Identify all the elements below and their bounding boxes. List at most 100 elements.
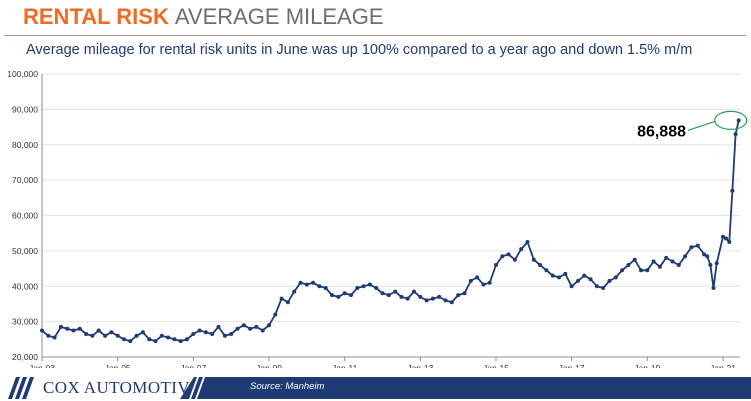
y-tick-label: 50,000	[12, 246, 38, 256]
y-tick-label: 40,000	[12, 281, 38, 291]
data-point	[46, 333, 51, 338]
data-point	[323, 286, 328, 290]
data-point	[166, 335, 171, 340]
data-point	[367, 282, 372, 287]
data-point	[336, 294, 341, 299]
x-tick-label: Jan-15	[483, 363, 509, 368]
data-point	[197, 328, 202, 333]
data-point	[525, 240, 530, 244]
x-tick-label: Jan-13	[407, 363, 433, 368]
data-point	[708, 263, 713, 267]
line-chart: 20,000 30,000 40,000 50,000 60,000 70,000 80,0…	[7, 69, 748, 368]
data-point	[279, 296, 284, 301]
x-tick-label: Jan-17	[559, 363, 585, 368]
footer: COX AUTOMOTIVE™ Source: Manheim	[0, 374, 751, 401]
data-point	[645, 268, 650, 273]
data-point	[77, 326, 82, 331]
data-point	[361, 284, 366, 289]
data-point	[159, 333, 164, 338]
data-point	[695, 243, 700, 248]
data-point	[620, 268, 625, 273]
y-tick-label: 70,000	[12, 175, 38, 185]
data-point	[355, 286, 360, 290]
tick-labels: 20,000 30,000 40,000 50,000 60,000 70,000 80,0…	[7, 69, 736, 368]
data-point	[462, 291, 467, 296]
data-point	[430, 296, 435, 301]
data-point	[724, 236, 729, 241]
series-line	[41, 120, 740, 343]
data-point	[670, 259, 675, 264]
data-point	[172, 337, 177, 342]
title-divider	[4, 35, 746, 36]
data-point	[90, 333, 95, 338]
data-point	[468, 278, 473, 283]
data-point	[639, 268, 643, 273]
x-tick-label: Jan-21	[710, 363, 736, 368]
data-point	[84, 332, 89, 336]
data-point	[40, 328, 44, 333]
data-point	[657, 264, 662, 269]
callout-circle	[714, 110, 748, 130]
data-point	[109, 330, 114, 335]
data-point	[304, 282, 309, 287]
data-point	[178, 339, 183, 344]
title-light: AVERAGE MILEAGE	[174, 4, 384, 29]
data-point	[494, 263, 498, 267]
callout-leader	[687, 120, 715, 131]
callout: 86,888	[637, 110, 748, 140]
y-tick-label: 20,000	[12, 352, 38, 362]
data-point	[588, 277, 593, 282]
data-point	[481, 282, 486, 287]
data-point	[185, 337, 189, 342]
data-point	[626, 263, 631, 267]
data-point	[664, 255, 669, 260]
data-point	[140, 330, 145, 335]
data-point	[267, 323, 271, 328]
data-point	[544, 268, 549, 273]
data-point	[519, 247, 524, 252]
data-point	[418, 294, 423, 299]
data-point	[115, 333, 120, 338]
data-point	[349, 293, 353, 298]
data-point	[285, 300, 290, 305]
data-point	[380, 291, 385, 296]
data-point	[721, 234, 725, 239]
data-point	[58, 324, 63, 329]
data-point	[550, 273, 555, 278]
data-point	[96, 328, 101, 333]
brand-name: COX AUTOMOTIVE	[43, 378, 201, 397]
data-point	[260, 328, 265, 333]
data-point	[311, 280, 316, 285]
x-tick-label: Jan-05	[105, 363, 131, 368]
data-point	[736, 118, 741, 123]
footer-slant-icon	[189, 377, 205, 399]
data-point	[222, 333, 227, 338]
series-layer	[40, 118, 741, 344]
data-point	[128, 339, 133, 344]
data-point	[683, 254, 688, 259]
y-tick-label: 80,000	[12, 140, 38, 150]
data-point	[103, 333, 108, 338]
data-point	[601, 286, 606, 290]
data-point	[594, 284, 599, 289]
data-point	[147, 337, 152, 342]
brand-stripes-icon	[8, 377, 34, 399]
chart-title: RENTAL RISK AVERAGE MILEAGE	[23, 4, 384, 34]
data-point	[393, 289, 398, 294]
data-point	[203, 330, 208, 335]
data-point	[229, 332, 234, 336]
data-point	[399, 294, 404, 299]
data-point	[122, 337, 126, 342]
y-tick-label: 100,000	[7, 69, 38, 79]
y-tick-label: 60,000	[12, 211, 38, 221]
data-point	[475, 275, 480, 280]
x-tick-label: Jan-11	[332, 363, 358, 368]
data-point	[538, 263, 543, 267]
data-point	[386, 293, 391, 298]
data-point	[424, 298, 429, 303]
data-point	[632, 257, 637, 262]
data-point	[689, 245, 694, 250]
data-point	[613, 275, 618, 280]
callout-label: 86,888	[637, 123, 686, 140]
y-tick-label: 30,000	[12, 317, 38, 327]
